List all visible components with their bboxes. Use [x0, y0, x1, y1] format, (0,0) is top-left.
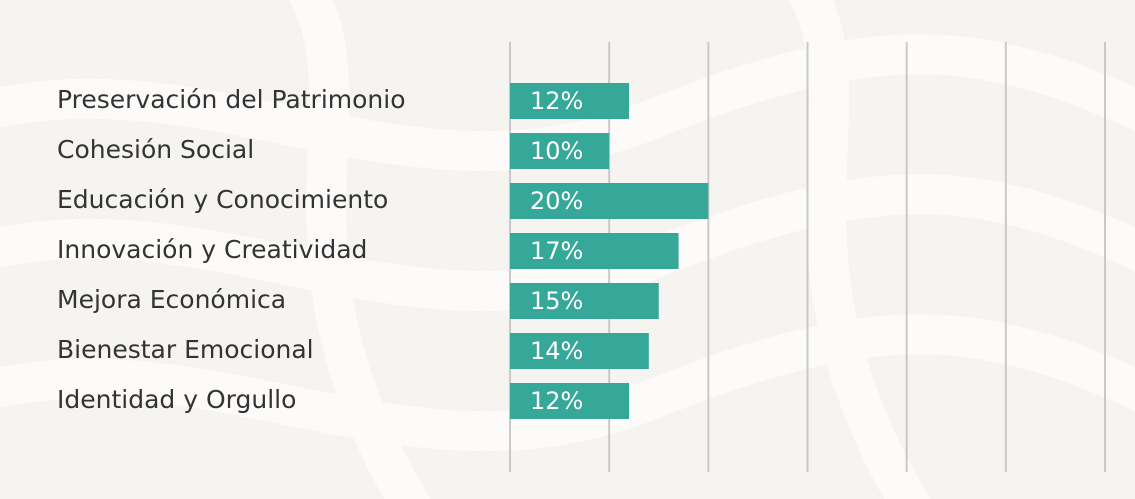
bar: [510, 83, 629, 119]
category-label: Preservación del Patrimonio: [57, 85, 406, 114]
category-label: Identidad y Orgullo: [57, 385, 296, 414]
value-label: 12%: [530, 87, 583, 115]
value-label: 15%: [530, 287, 583, 315]
value-label: 17%: [530, 237, 583, 265]
bar: [510, 133, 610, 169]
category-label: Cohesión Social: [57, 135, 254, 164]
category-label: Bienestar Emocional: [57, 335, 314, 364]
value-label: 10%: [530, 137, 583, 165]
category-label: Mejora Económica: [57, 285, 286, 314]
value-label: 20%: [530, 187, 583, 215]
bar: [510, 233, 679, 269]
category-label: Educación y Conocimiento: [57, 185, 388, 214]
value-label: 12%: [530, 387, 583, 415]
bar: [510, 283, 659, 319]
bar: [510, 383, 629, 419]
bar: [510, 333, 649, 369]
category-label: Innovación y Creatividad: [57, 235, 367, 264]
bar: [510, 183, 709, 219]
value-label: 14%: [530, 337, 583, 365]
